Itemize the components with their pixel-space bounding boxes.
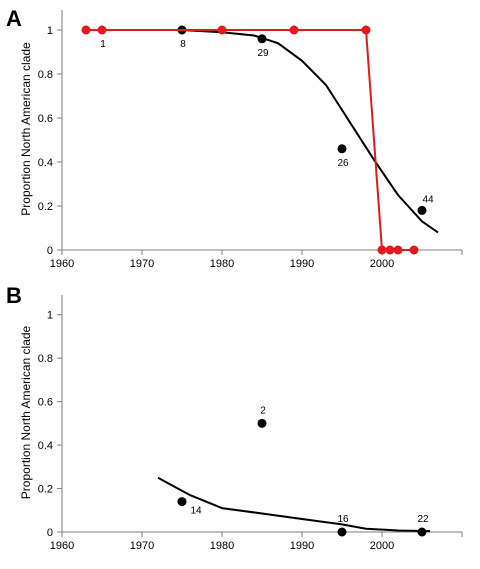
panel-a-y-tick-label: 0.4 xyxy=(38,157,53,169)
panel-a-y-axis-label: Proportion North American clade xyxy=(19,42,33,216)
panel-a-letter: A xyxy=(6,6,22,31)
panel-a-y-tick-label: 1 xyxy=(47,25,53,37)
panel-b-x-tick-label: 1980 xyxy=(210,540,234,552)
panel-a-red-point xyxy=(385,245,395,255)
panel-b-black-point xyxy=(337,527,347,537)
panel-a-x-tick-label: 1980 xyxy=(210,258,234,270)
panel-a-red-point xyxy=(97,25,107,35)
panel-b-point-label: 22 xyxy=(417,514,429,525)
panel-a-red-point xyxy=(377,245,387,255)
panel-a-black-point xyxy=(417,205,427,215)
panel-b-point-label: 16 xyxy=(337,514,349,525)
panel-b-fit-curve xyxy=(157,476,431,533)
panel-a-x-tick-label: 1990 xyxy=(290,258,314,270)
panel-a-x-tick-label: 2000 xyxy=(370,258,394,270)
panel-b-letter: B xyxy=(6,283,22,308)
panel-a-y-tick-label: 0.6 xyxy=(38,113,53,125)
panel-a-point-label: 44 xyxy=(422,194,434,205)
panel-b-y-tick-label: 0 xyxy=(47,527,53,539)
panel-b-y-tick-label: 0.2 xyxy=(38,484,53,496)
panel-b-black-point xyxy=(177,497,187,507)
panel-a-y-tick-label: 0 xyxy=(47,245,53,257)
panel-b-x-tick-label: 1990 xyxy=(290,540,314,552)
panel-b-black-point xyxy=(417,527,427,537)
panel-b-x-tick-label: 1960 xyxy=(50,540,74,552)
panel-b-y-tick-label: 0.4 xyxy=(38,440,53,452)
panel-b-x-tick-label: 2000 xyxy=(370,540,394,552)
panel-a-red-point xyxy=(289,25,299,35)
panel-a-point-label: 1 xyxy=(100,39,106,50)
panel-a-y-tick-label: 0.8 xyxy=(38,69,53,81)
panel-b-point-label: 14 xyxy=(190,506,202,517)
panel-b-point-label: 2 xyxy=(260,405,266,416)
panel-a-red-point xyxy=(217,25,227,35)
panel-b-y-axis-label: Proportion North American clade xyxy=(19,325,33,499)
panel-b-y-tick-label: 0.6 xyxy=(38,397,53,409)
panel-a-black-point xyxy=(337,144,347,154)
panel-b-x-tick-label: 1970 xyxy=(130,540,154,552)
panel-a-red-point xyxy=(361,25,371,35)
panel-a-red-series-line xyxy=(86,29,414,251)
panel-b-y-tick-label: 0.8 xyxy=(38,353,53,365)
panel-a-y-tick-label: 0.2 xyxy=(38,201,53,213)
panel-a-point-label: 8 xyxy=(180,39,186,50)
panel-a-red-point xyxy=(409,245,419,255)
panel-b-black-point xyxy=(257,418,267,428)
panel-a-point-label: 29 xyxy=(257,48,269,59)
panel-a-red-point xyxy=(393,245,403,255)
panel-b-y-tick-label: 1 xyxy=(47,310,53,322)
panel-a-point-label: 26 xyxy=(337,158,349,169)
panel-a-x-tick-label: 1970 xyxy=(130,258,154,270)
panel-a-fit-curve xyxy=(86,29,439,234)
panel-a-x-tick-label: 1960 xyxy=(50,258,74,270)
panel-a-red-point xyxy=(81,25,91,35)
